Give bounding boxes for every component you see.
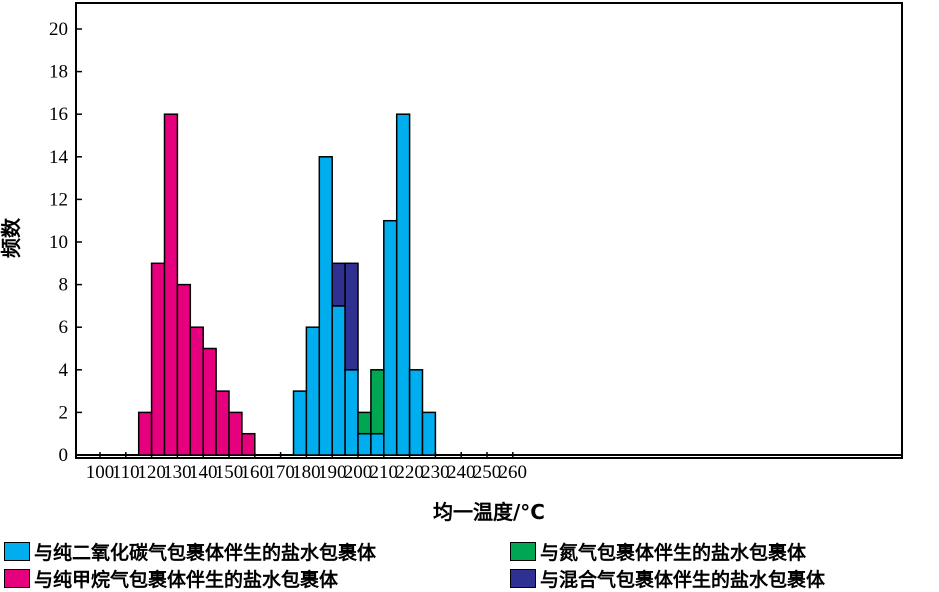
legend-label-ch4: 与纯甲烷气包裹体伴生的盐水包裹体 (34, 568, 339, 591)
x-tick-label-240: 240 (447, 462, 476, 483)
bar-series1-x220 (408, 369, 424, 456)
y-tick-label-2: 2 (59, 402, 69, 423)
y-tick-label-12: 12 (49, 189, 68, 210)
y-tick-label-18: 18 (49, 62, 68, 83)
x-tick-label-190: 190 (318, 462, 347, 483)
x-tick-label-140: 140 (189, 462, 218, 483)
bar-series0-x140 (202, 347, 217, 456)
x-tick-label-120: 120 (137, 462, 166, 483)
x-tick-label-170: 170 (266, 462, 295, 483)
x-tick-label-230: 230 (421, 462, 450, 483)
bar-series1-x185 (318, 156, 333, 456)
legend-swatch-co2 (4, 541, 30, 561)
bar-series2-x200 (357, 411, 372, 435)
bar-series1-x180 (305, 326, 321, 456)
bar-series3-x190 (331, 262, 346, 307)
legend: 与纯二氧化碳气包裹体伴生的盐水包裹体 与氮气包裹体伴生的盐水包裹体 与纯甲烷气包… (0, 532, 939, 591)
y-tick-label-8: 8 (59, 275, 69, 296)
y-tick-label-10: 10 (49, 232, 68, 253)
bars-layer (76, 113, 902, 456)
bar-series1-x225 (421, 411, 437, 456)
bar-series1-x200 (357, 432, 372, 456)
y-tick-label-4: 4 (59, 360, 69, 381)
bar-series2-x205 (370, 369, 385, 435)
x-tick-label-210: 210 (370, 462, 399, 483)
bar-series0-x125 (163, 113, 179, 456)
x-tick-label-150: 150 (215, 462, 244, 483)
y-axis-title: 频数 (0, 217, 23, 258)
bar-series0-x155 (241, 432, 256, 456)
bar-series0-x120 (150, 262, 166, 456)
legend-label-co2: 与纯二氧化碳气包裹体伴生的盐水包裹体 (34, 541, 377, 564)
bar-series3-x195 (344, 262, 359, 371)
legend-swatch-ch4 (4, 568, 30, 588)
x-tick-label-180: 180 (292, 462, 321, 483)
bar-series0-x130 (176, 283, 192, 456)
bar-series0-x135 (189, 326, 204, 456)
legend-label-n2: 与氮气包裹体伴生的盐水包裹体 (540, 541, 807, 564)
legend-item-mixed: 与混合气包裹体伴生的盐水包裹体 (510, 565, 825, 591)
x-tick-label-110: 110 (112, 462, 140, 483)
bar-series1-x195 (344, 369, 359, 456)
x-axis-title: 均一温度/°C (433, 500, 545, 524)
y-tick-label-6: 6 (59, 317, 69, 338)
y-tick-label-0: 0 (59, 445, 69, 466)
x-tick-label-200: 200 (344, 462, 373, 483)
ticks-layer: 1001101201301401501601701801902002102202… (49, 19, 527, 483)
x-tick-label-260: 260 (499, 462, 528, 483)
legend-swatch-mixed (510, 568, 536, 588)
x-tick-label-250: 250 (473, 462, 502, 483)
y-tick-label-20: 20 (49, 19, 68, 40)
bar-series1-x215 (395, 113, 411, 456)
x-tick-label-100: 100 (86, 462, 115, 483)
bar-series0-x115 (137, 411, 153, 456)
plot-frame (75, 2, 903, 459)
legend-item-ch4: 与纯甲烷气包裹体伴生的盐水包裹体 (4, 565, 338, 591)
bar-series1-x190 (331, 305, 346, 456)
y-tick-label-14: 14 (49, 147, 69, 168)
x-tick-label-160: 160 (241, 462, 270, 483)
x-tick-label-130: 130 (163, 462, 192, 483)
bar-series1-x205 (370, 432, 385, 456)
bar-series0-x145 (215, 390, 230, 456)
y-tick-label-16: 16 (49, 104, 68, 125)
legend-item-n2: 与氮气包裹体伴生的盐水包裹体 (510, 538, 806, 564)
legend-swatch-n2 (510, 541, 536, 561)
x-tick-label-220: 220 (395, 462, 424, 483)
legend-item-co2: 与纯二氧化碳气包裹体伴生的盐水包裹体 (4, 538, 376, 564)
bar-series0-x150 (228, 411, 243, 456)
legend-label-mixed: 与混合气包裹体伴生的盐水包裹体 (540, 568, 826, 591)
bar-series1-x210 (383, 219, 398, 456)
histogram-chart: 1001101201301401501601701801902002102202… (0, 2, 903, 524)
bar-series1-x175 (292, 390, 308, 456)
